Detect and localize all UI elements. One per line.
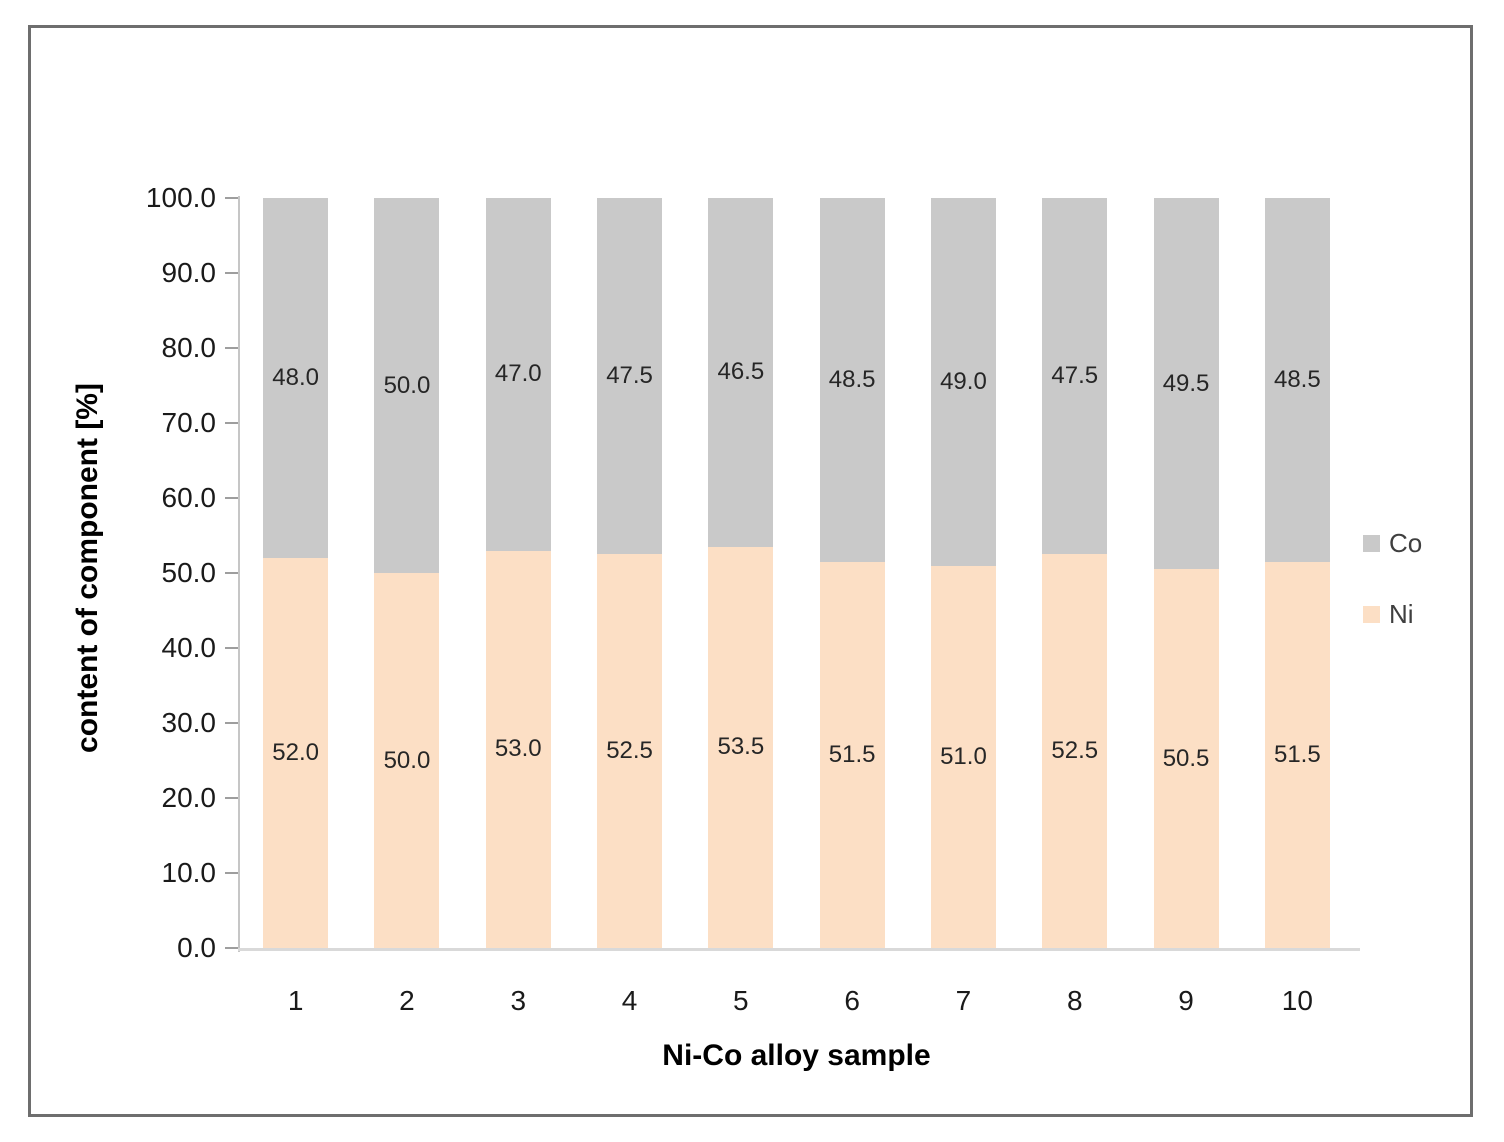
legend-swatch-co xyxy=(1363,534,1380,552)
legend-label: Co xyxy=(1389,528,1423,558)
plot-area: content of component [%] Ni-Co alloy sam… xyxy=(71,182,1422,1072)
bar-segment-ni-sample-4 xyxy=(597,554,663,948)
bar-segment-co-sample-10 xyxy=(1264,198,1330,562)
bar-value-label: 47.5 xyxy=(1051,362,1099,390)
bar-segment-co-sample-8 xyxy=(1042,198,1108,555)
y-axis-tick xyxy=(225,572,238,574)
y-axis-tick xyxy=(225,422,238,424)
bar-value-label: 50.5 xyxy=(1162,744,1210,772)
bar-segment-co-sample-3 xyxy=(485,198,551,551)
bar-segment-ni-sample-6 xyxy=(819,561,885,948)
x-tick-label: 2 xyxy=(399,985,415,1016)
bar-segment-co-sample-5 xyxy=(708,198,774,547)
bar-value-label: 49.0 xyxy=(940,367,987,395)
x-tick-label: 1 xyxy=(287,985,304,1016)
bar-value-label: 47.5 xyxy=(606,362,653,390)
bar-value-label: 53.0 xyxy=(494,735,542,763)
bar-segment-co-sample-1 xyxy=(263,198,329,558)
y-tick-label: 10.0 xyxy=(161,857,217,888)
bar-segment-co-sample-2 xyxy=(374,198,440,573)
bar-segment-ni-sample-5 xyxy=(708,546,774,948)
bar-value-label: 48.5 xyxy=(828,365,876,393)
bar-value-label: 47.0 xyxy=(494,360,542,388)
y-axis-tick xyxy=(225,647,238,649)
y-tick-label: 40.0 xyxy=(161,632,217,663)
y-axis-tick xyxy=(225,272,238,274)
legend-label: Ni xyxy=(1389,599,1414,629)
bar-segment-ni-sample-3 xyxy=(485,550,551,948)
x-axis-title: Ni-Co alloy sample xyxy=(662,1039,931,1072)
bar-value-label: 51.0 xyxy=(940,742,987,770)
y-tick-label: 70.0 xyxy=(161,407,217,438)
bar-value-label: 52.5 xyxy=(606,737,653,765)
bar-segment-ni-sample-10 xyxy=(1264,561,1330,948)
bar-value-label: 52.5 xyxy=(1051,737,1099,765)
y-axis-tick xyxy=(225,947,238,949)
bar-value-label: 52.0 xyxy=(272,739,319,766)
legend-item-co: Co xyxy=(1363,528,1422,558)
x-tick-label: 9 xyxy=(1178,985,1194,1016)
bar-segment-ni-sample-7 xyxy=(930,565,996,948)
bar-segment-ni-sample-8 xyxy=(1042,554,1108,948)
y-axis-tick xyxy=(225,797,238,799)
x-axis-line xyxy=(238,948,1360,951)
y-axis-tick xyxy=(225,722,238,724)
x-tick-label: 6 xyxy=(844,985,860,1016)
bar-value-label: 49.5 xyxy=(1162,369,1210,397)
y-axis-line xyxy=(238,196,240,952)
y-tick-label: 90.0 xyxy=(161,257,217,288)
x-tick-label: 10 xyxy=(1281,985,1313,1016)
bar-value-label: 50.0 xyxy=(383,746,431,774)
y-axis-tick xyxy=(225,872,238,874)
x-tick-label: 3 xyxy=(510,985,527,1016)
bar-value-label: 51.5 xyxy=(1273,740,1321,768)
chart-frame: content of component [%] Ni-Co alloy sam… xyxy=(28,25,1473,1117)
y-axis-tick xyxy=(225,347,238,349)
x-tick-label: 5 xyxy=(733,985,749,1016)
bar-segment-ni-sample-1 xyxy=(263,558,329,948)
y-tick-label: 0.0 xyxy=(177,932,216,963)
legend-swatch-ni xyxy=(1363,605,1380,623)
x-tick-label: 8 xyxy=(1066,985,1083,1016)
y-tick-label: 50.0 xyxy=(161,557,217,588)
y-tick-label: 20.0 xyxy=(161,782,217,813)
x-tick-label: 4 xyxy=(621,985,638,1016)
y-axis-tick xyxy=(225,197,238,199)
bar-value-label: 48.0 xyxy=(272,364,319,391)
legend-item-ni: Ni xyxy=(1363,599,1414,629)
y-tick-label: 100.0 xyxy=(145,182,216,213)
y-tick-label: 30.0 xyxy=(161,707,217,738)
y-tick-label: 60.0 xyxy=(161,482,217,513)
bar-value-label: 46.5 xyxy=(717,358,765,386)
bar-value-label: 51.5 xyxy=(828,740,876,768)
bar-value-label: 50.0 xyxy=(383,371,431,399)
bar-segment-co-sample-9 xyxy=(1153,198,1219,570)
bar-segment-ni-sample-9 xyxy=(1153,569,1219,948)
y-axis-tick xyxy=(225,497,238,499)
bar-value-label: 53.5 xyxy=(717,733,765,761)
bar-value-label: 48.5 xyxy=(1273,365,1321,393)
bar-segment-co-sample-6 xyxy=(819,198,885,562)
bar-segment-co-sample-7 xyxy=(930,198,996,566)
y-tick-label: 80.0 xyxy=(161,332,217,363)
bar-segment-co-sample-4 xyxy=(597,198,663,555)
bar-segment-ni-sample-2 xyxy=(374,573,440,948)
x-tick-label: 7 xyxy=(955,985,972,1016)
